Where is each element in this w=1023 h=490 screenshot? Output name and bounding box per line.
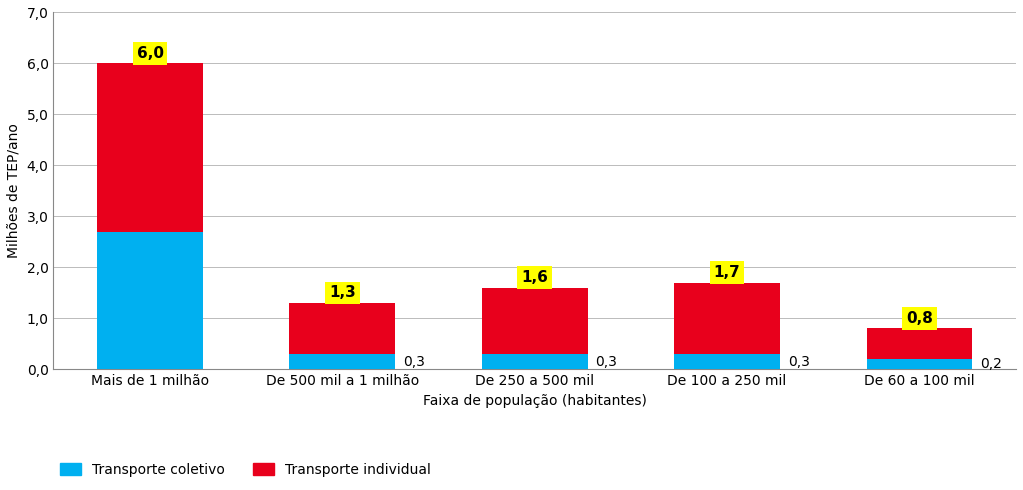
Bar <box>482 354 587 369</box>
Text: 0,3: 0,3 <box>403 355 425 368</box>
Text: 0,3: 0,3 <box>788 355 809 368</box>
Bar <box>866 359 972 369</box>
Text: 0,2: 0,2 <box>980 357 1002 371</box>
Text: 2,7: 2,7 <box>136 293 164 308</box>
Bar <box>97 232 203 369</box>
Text: 1,7: 1,7 <box>714 265 741 280</box>
Bar <box>97 63 203 232</box>
Text: 1,6: 1,6 <box>522 270 548 285</box>
Bar <box>866 328 972 359</box>
Y-axis label: Milhões de TEP/ano: Milhões de TEP/ano <box>7 123 20 258</box>
Text: 0,3: 0,3 <box>595 355 617 368</box>
Bar <box>674 283 780 354</box>
Text: 0,6: 0,6 <box>906 336 933 351</box>
Bar <box>482 288 587 354</box>
Text: 1,4: 1,4 <box>714 311 741 326</box>
Bar <box>674 354 780 369</box>
Text: 3,3: 3,3 <box>137 140 164 155</box>
Text: 1,3: 1,3 <box>522 313 548 328</box>
Text: 0,8: 0,8 <box>906 311 933 326</box>
Text: 6,0: 6,0 <box>136 46 164 61</box>
Text: 1,0: 1,0 <box>329 321 356 336</box>
Text: 1,3: 1,3 <box>329 286 356 300</box>
Legend: Transporte coletivo, Transporte individual: Transporte coletivo, Transporte individu… <box>60 463 431 476</box>
Bar <box>290 303 395 354</box>
Bar <box>290 354 395 369</box>
X-axis label: Faixa de população (habitantes): Faixa de população (habitantes) <box>422 393 647 408</box>
